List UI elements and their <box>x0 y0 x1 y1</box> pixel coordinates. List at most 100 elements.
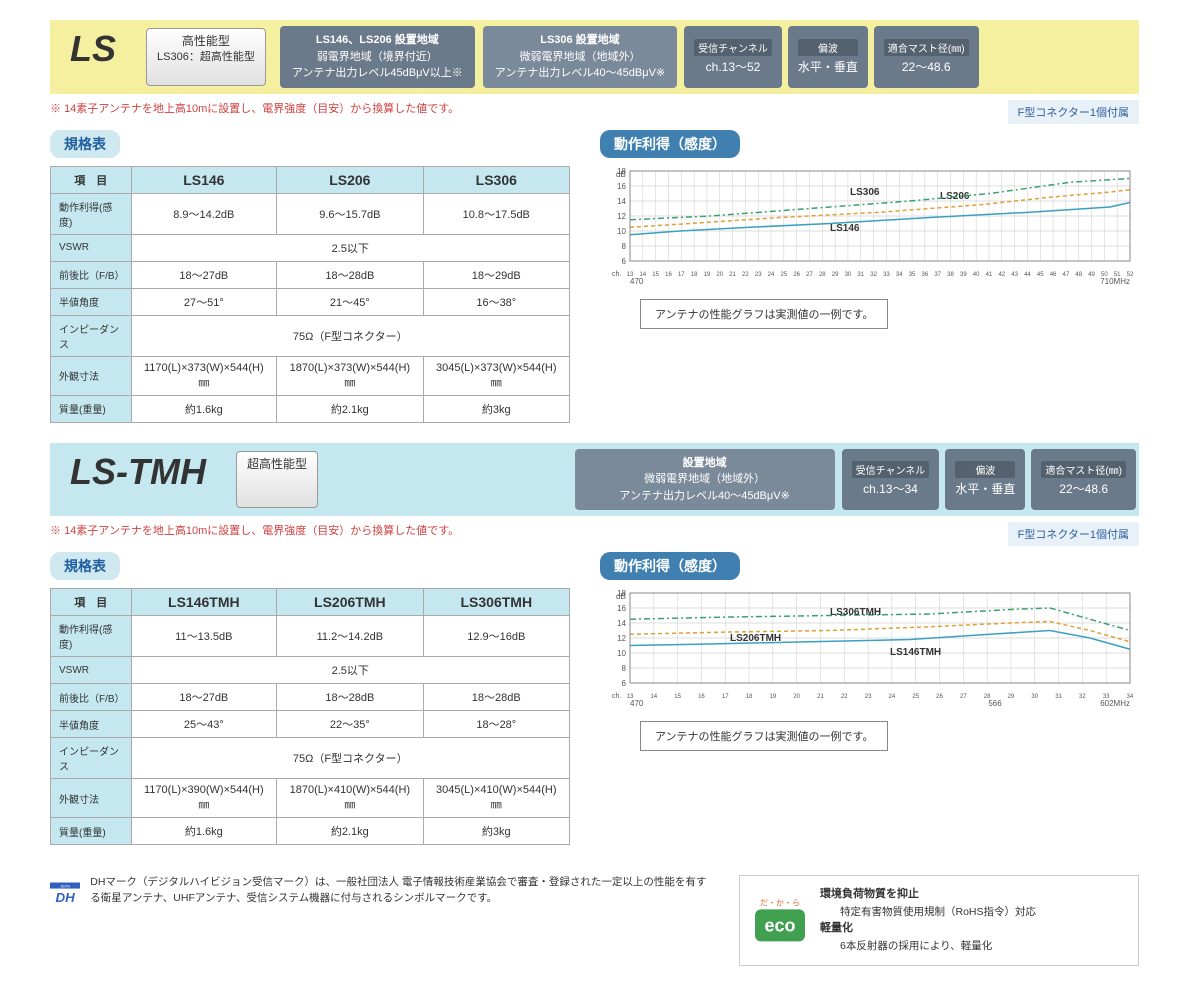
eco-block: だ・か・ら eco 環境負荷物質を抑止 特定有害物質使用規制（RoHS指令）対応… <box>739 875 1139 966</box>
lstmh-chart: 6810121416181314151617181920212223242526… <box>600 588 1140 711</box>
svg-text:602MHz: 602MHz <box>1100 699 1130 708</box>
svg-text:16: 16 <box>665 272 672 278</box>
ls-header: LS 高性能型 LS306：超高性能型 LS146、LS206 設置地域 弱電界… <box>50 20 1139 94</box>
ls-spec-table: 項 目LS146LS206LS306動作利得(感度)8.9～14.2dB9.6～… <box>50 166 570 423</box>
svg-text:25: 25 <box>781 272 788 278</box>
svg-text:42: 42 <box>998 272 1005 278</box>
svg-text:22: 22 <box>841 694 848 700</box>
svg-text:27: 27 <box>960 694 967 700</box>
ls-footnote: 14素子アンテナを地上高10mに設置し、電界強度（目安）から換算した値です。 <box>50 100 1139 116</box>
svg-text:dB: dB <box>616 170 626 179</box>
svg-text:38: 38 <box>947 272 954 278</box>
lstmh-pill-polarization: 偏波 水平・垂直 <box>945 449 1025 511</box>
ls-pill-polarization: 偏波 水平・垂直 <box>788 26 868 88</box>
svg-text:21: 21 <box>817 694 824 700</box>
svg-text:566: 566 <box>988 699 1002 708</box>
svg-text:6: 6 <box>622 679 627 688</box>
svg-text:17: 17 <box>678 272 685 278</box>
svg-text:8: 8 <box>622 664 627 673</box>
svg-text:28: 28 <box>819 272 826 278</box>
svg-text:16: 16 <box>617 182 626 191</box>
svg-text:26: 26 <box>936 694 943 700</box>
lstmh-chart-title: 動作利得（感度） <box>600 552 740 580</box>
eco-line1-sub: 特定有害物質使用規制（RoHS指令）対応 <box>820 904 1036 921</box>
lstmh-footnote: 14素子アンテナを地上高10mに設置し、電界強度（目安）から換算した値です。 <box>50 522 1139 538</box>
dh-logo-icon: JEITA DH <box>50 875 80 913</box>
svg-text:ch.: ch. <box>612 693 621 700</box>
svg-text:20: 20 <box>793 694 800 700</box>
svg-text:34: 34 <box>896 272 903 278</box>
svg-text:24: 24 <box>768 272 775 278</box>
lstmh-pill-mast: 適合マスト径(㎜) 22～48.6 <box>1031 449 1136 511</box>
ls-model-name: LS <box>50 20 136 94</box>
svg-text:18: 18 <box>691 272 698 278</box>
svg-text:49: 49 <box>1088 272 1095 278</box>
svg-text:32: 32 <box>870 272 877 278</box>
lstmh-spec-table: 項 目LS146TMHLS206TMHLS306TMH動作利得(感度)11～13… <box>50 588 570 845</box>
svg-text:6: 6 <box>622 257 627 266</box>
svg-text:32: 32 <box>1079 694 1086 700</box>
svg-text:47: 47 <box>1063 272 1070 278</box>
lstmh-pill-channel: 受信チャンネル ch.13～34 <box>842 449 940 511</box>
svg-text:25: 25 <box>912 694 919 700</box>
svg-text:19: 19 <box>770 694 777 700</box>
svg-text:LS146TMH: LS146TMH <box>890 647 941 658</box>
svg-text:10: 10 <box>617 227 626 236</box>
svg-text:31: 31 <box>1055 694 1062 700</box>
svg-text:19: 19 <box>704 272 711 278</box>
ls-chart-note: アンテナの性能グラフは実測値の一例です。 <box>640 299 888 329</box>
ls-chart-title: 動作利得（感度） <box>600 130 740 158</box>
svg-text:16: 16 <box>617 604 626 613</box>
svg-text:35: 35 <box>909 272 916 278</box>
ls-connector-note: F型コネクター1個付属 <box>1008 100 1139 124</box>
lstmh-type-box: 超高性能型 <box>236 451 318 509</box>
svg-text:470: 470 <box>630 277 644 286</box>
svg-text:DH: DH <box>56 890 76 905</box>
svg-text:14: 14 <box>650 694 657 700</box>
svg-text:46: 46 <box>1050 272 1057 278</box>
svg-text:12: 12 <box>617 634 626 643</box>
ls-type-box: 高性能型 LS306：超高性能型 <box>146 28 266 86</box>
eco-logo-icon: だ・か・ら eco <box>750 886 810 955</box>
svg-text:23: 23 <box>865 694 872 700</box>
svg-text:37: 37 <box>934 272 941 278</box>
svg-text:27: 27 <box>806 272 813 278</box>
svg-text:29: 29 <box>1008 694 1015 700</box>
svg-text:24: 24 <box>889 694 896 700</box>
lstmh-model-name: LS-TMH <box>50 443 226 517</box>
ls-spec-title: 規格表 <box>50 130 120 158</box>
svg-text:LS206TMH: LS206TMH <box>730 633 781 644</box>
ls-region-1: LS146、LS206 設置地域 弱電界地域（境界付近） アンテナ出力レベル45… <box>280 26 475 88</box>
svg-text:dB: dB <box>616 592 626 601</box>
svg-text:12: 12 <box>617 212 626 221</box>
svg-text:LS146: LS146 <box>830 223 860 234</box>
svg-text:16: 16 <box>698 694 705 700</box>
eco-line1-head: 環境負荷物質を抑止 <box>820 886 1036 904</box>
svg-text:15: 15 <box>652 272 659 278</box>
svg-text:26: 26 <box>793 272 800 278</box>
svg-text:39: 39 <box>960 272 967 278</box>
svg-text:43: 43 <box>1011 272 1018 278</box>
svg-text:LS306: LS306 <box>850 187 880 198</box>
svg-text:41: 41 <box>986 272 993 278</box>
svg-text:30: 30 <box>1031 694 1038 700</box>
svg-text:23: 23 <box>755 272 762 278</box>
svg-text:22: 22 <box>742 272 749 278</box>
svg-text:36: 36 <box>922 272 929 278</box>
svg-text:45: 45 <box>1037 272 1044 278</box>
svg-text:29: 29 <box>832 272 839 278</box>
svg-text:48: 48 <box>1075 272 1082 278</box>
dh-text: DHマーク（デジタルハイビジョン受信マーク）は、一般社団法人 電子情報技術産業協… <box>90 875 709 913</box>
lstmh-region-1: 設置地域 微弱電界地域（地域外） アンテナ出力レベル40～45dBμV※ <box>575 449 835 511</box>
svg-text:15: 15 <box>674 694 681 700</box>
eco-line2-sub: 6本反射器の採用により、軽量化 <box>820 938 1036 955</box>
svg-text:33: 33 <box>883 272 890 278</box>
ls-chart: 6810121416181314151617181920212223242526… <box>600 166 1140 289</box>
svg-text:JEITA: JEITA <box>60 884 70 888</box>
ls-pill-channel: 受信チャンネル ch.13～52 <box>684 26 782 88</box>
svg-text:eco: eco <box>764 915 795 935</box>
svg-text:21: 21 <box>729 272 736 278</box>
svg-text:ch.: ch. <box>612 271 621 278</box>
svg-text:8: 8 <box>622 242 627 251</box>
svg-text:14: 14 <box>617 197 626 206</box>
